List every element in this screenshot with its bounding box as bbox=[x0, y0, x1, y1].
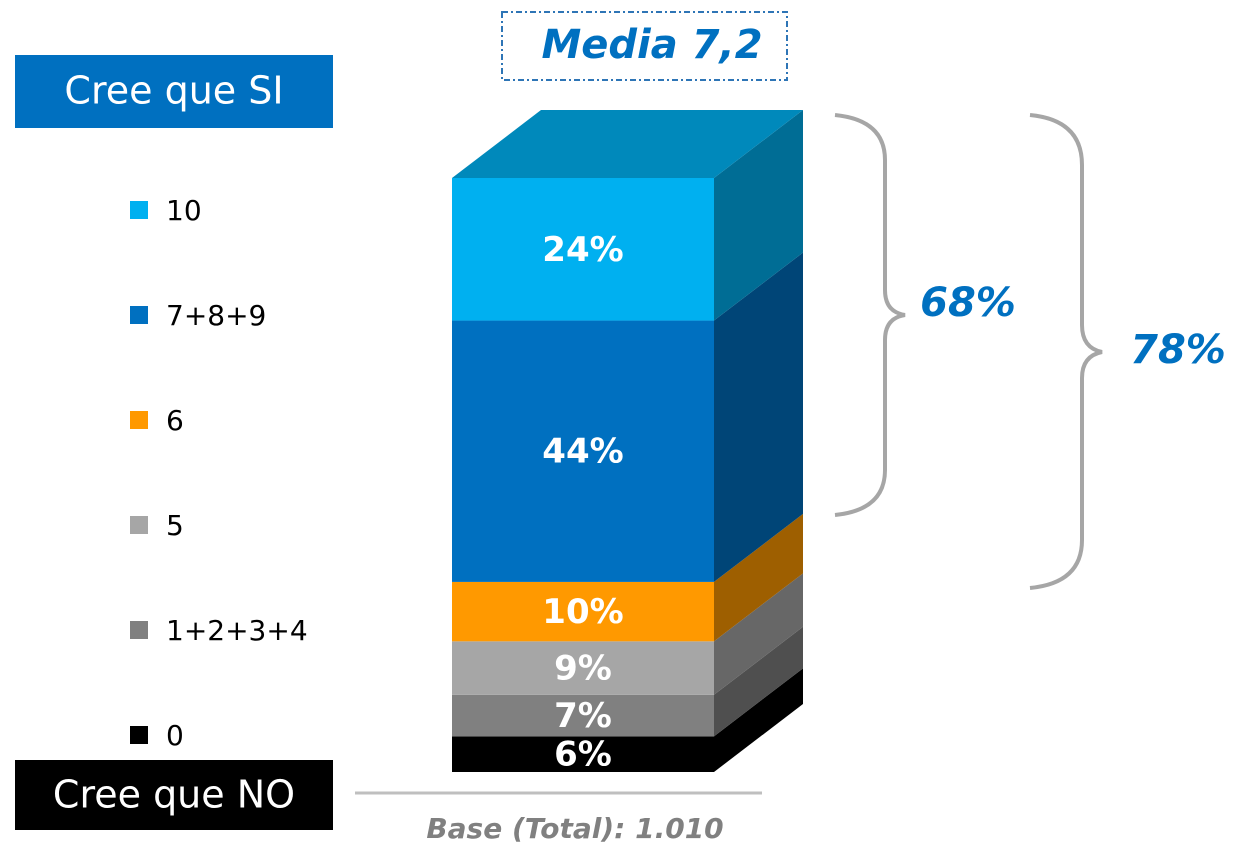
group-label: Cree que SI bbox=[64, 69, 283, 113]
legend-label: 1+2+3+4 bbox=[166, 614, 308, 647]
legend-label: 7+8+9 bbox=[166, 299, 266, 332]
bar-top bbox=[452, 110, 803, 178]
legend-label: 10 bbox=[166, 194, 202, 227]
legend-swatch bbox=[130, 201, 148, 219]
bar-segment bbox=[452, 736, 714, 772]
bar-side bbox=[714, 573, 803, 695]
bracket-label: 68% bbox=[920, 280, 1016, 326]
legend-label: 6 bbox=[166, 404, 184, 437]
bar-segment bbox=[452, 581, 714, 642]
bar-side bbox=[714, 668, 803, 772]
data-label: 7% bbox=[554, 696, 612, 736]
legend-swatch bbox=[130, 306, 148, 324]
bar-side bbox=[714, 626, 803, 737]
data-label: 24% bbox=[542, 230, 623, 270]
bar-side bbox=[714, 110, 803, 321]
legend-label: 0 bbox=[166, 719, 184, 752]
bracket-label: 78% bbox=[1130, 327, 1226, 373]
chart-title: Media 7,2 bbox=[541, 22, 762, 68]
group-box bbox=[15, 55, 333, 128]
bar-segment bbox=[452, 178, 714, 321]
base-note: Base (Total): 1.010 bbox=[426, 812, 723, 845]
bracket bbox=[1029, 113, 1103, 590]
bar-side bbox=[714, 252, 803, 582]
data-label: 10% bbox=[542, 592, 623, 632]
legend-label: 5 bbox=[166, 509, 184, 542]
group-label: Cree que NO bbox=[53, 773, 295, 817]
data-label: 44% bbox=[542, 432, 623, 472]
legend-swatch bbox=[130, 621, 148, 639]
mean-box bbox=[501, 11, 788, 81]
legend-swatch bbox=[130, 411, 148, 429]
group-box bbox=[15, 760, 333, 830]
data-label: 9% bbox=[554, 649, 612, 689]
bracket bbox=[834, 113, 906, 517]
bar-segment bbox=[452, 641, 714, 695]
bar-segment bbox=[452, 694, 714, 737]
bar-side bbox=[714, 513, 803, 642]
legend-swatch bbox=[130, 516, 148, 534]
data-label: 6% bbox=[554, 735, 612, 775]
legend-swatch bbox=[130, 726, 148, 744]
bar-segment bbox=[452, 320, 714, 582]
